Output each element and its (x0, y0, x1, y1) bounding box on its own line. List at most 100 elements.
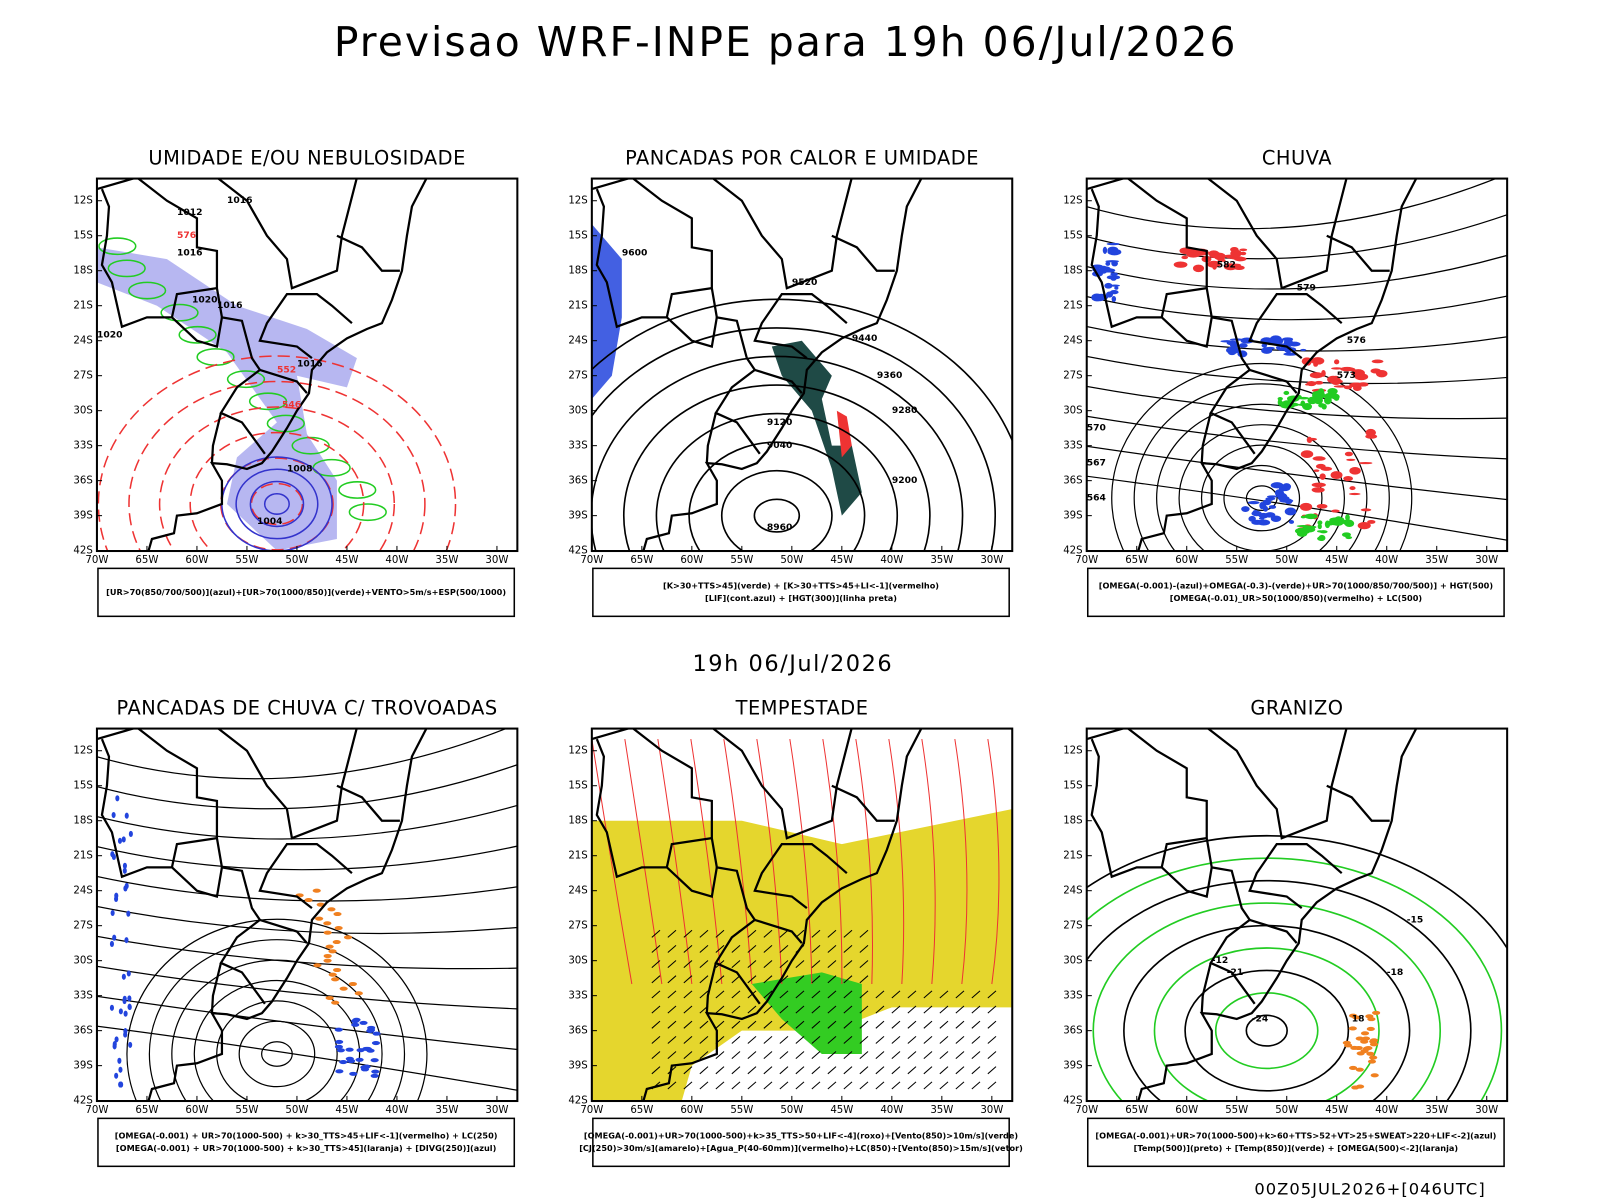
divergence-speckle (127, 995, 132, 1002)
wind-vector (683, 1081, 693, 1090)
wind-vector (859, 1035, 869, 1044)
thickness-contour (128, 380, 426, 552)
wind-vector (827, 1051, 837, 1060)
omega-orange (1355, 1067, 1364, 1072)
precip-speckle (1348, 367, 1356, 372)
precip-speckle (1109, 290, 1119, 295)
streamline (1086, 254, 1508, 290)
wind-vector (699, 929, 709, 938)
wind-vector (891, 1005, 901, 1014)
lat-label: 42S (1063, 1096, 1082, 1107)
contour-label: 1008 (287, 463, 313, 474)
lon-label: 70W (580, 555, 603, 566)
wind-vector (907, 1051, 917, 1060)
instability-orange (323, 958, 332, 963)
precip-speckle (1327, 375, 1340, 384)
streamline (1086, 475, 1508, 541)
precip-speckle (1348, 492, 1361, 496)
border (96, 728, 266, 1005)
border (753, 842, 848, 910)
omega-orange (1356, 1051, 1365, 1056)
wind-vector (971, 1005, 981, 1014)
coastline (1137, 178, 1418, 552)
lat-label: 15S (73, 231, 92, 242)
wind-vector (779, 960, 789, 969)
contour-label: 1004 (257, 516, 283, 527)
lon-label: 70W (85, 555, 108, 566)
precip-speckle (1334, 516, 1343, 523)
wind-vector (811, 990, 821, 999)
omega-orange (1364, 1046, 1373, 1051)
border (216, 178, 358, 290)
streamline (96, 995, 518, 1051)
wind-vector (811, 1066, 821, 1075)
contour-label: 18 (1352, 1013, 1365, 1024)
precip-speckle (1349, 467, 1361, 475)
divergence-speckle (336, 1048, 345, 1053)
wind-vector (715, 1051, 725, 1060)
wind-vector (731, 975, 741, 984)
lc-streamline (888, 738, 905, 985)
lc-streamline (1021, 739, 1031, 984)
pressure-contour (249, 480, 305, 528)
wind-vector (875, 1005, 885, 1014)
wind-vector (987, 1051, 997, 1060)
wind-vector (779, 975, 789, 984)
wind-vector (955, 1051, 965, 1060)
wind-vector (731, 1035, 741, 1044)
panel-title: CHUVA (1262, 147, 1332, 170)
thickness-contour (158, 406, 396, 552)
lat-label: 39S (73, 511, 92, 522)
wind-vector (827, 929, 837, 938)
wind-vector (843, 1005, 853, 1014)
contour-label: -15 (1407, 914, 1424, 925)
wind-vector (891, 1035, 901, 1044)
wind-vector (763, 960, 773, 969)
panel-title: UMIDADE E/OU NEBULOSIDADE (148, 147, 465, 170)
precip-speckle (1106, 242, 1120, 246)
lat-label: 12S (1063, 196, 1082, 207)
panel-title: PANCADAS POR CALOR E UMIDADE (625, 147, 979, 170)
streamline (96, 845, 518, 871)
wind-vector (971, 990, 981, 999)
wind-vector (843, 1066, 853, 1075)
wind-vector (683, 990, 693, 999)
divergence-speckle (124, 937, 129, 944)
lon-label: 45W (1325, 1105, 1348, 1116)
lat-label: 21S (73, 301, 92, 312)
wind-vector (923, 1020, 933, 1029)
precip-speckle (1319, 473, 1326, 480)
instability-orange (323, 953, 332, 959)
lon-label: 45W (335, 555, 358, 566)
precip-speckle (1114, 286, 1119, 290)
wind-vector (667, 1020, 677, 1029)
precip-speckle (1294, 527, 1309, 535)
lc-streamline (690, 738, 723, 985)
lat-label: 18S (568, 816, 587, 827)
precip-speckle (1238, 343, 1248, 348)
precip-speckle (1186, 252, 1201, 258)
map-area: 1016101210161020101610201016100810045765… (96, 178, 457, 552)
lon-label: 50W (1275, 555, 1298, 566)
wind-vector (667, 929, 677, 938)
precip-speckle (1307, 396, 1318, 405)
coastline (642, 728, 923, 1102)
streamline (1086, 325, 1508, 352)
contour-label: -12 (1212, 955, 1229, 966)
wind-vector (923, 1066, 933, 1075)
coastline (642, 178, 923, 552)
wind-vector (907, 1081, 917, 1090)
lon-label: 70W (1075, 555, 1098, 566)
wind-vector (731, 944, 741, 953)
wind-vector (891, 1066, 901, 1075)
wind-vector (715, 1020, 725, 1029)
wind-vector (811, 975, 821, 984)
border (258, 842, 353, 910)
wind-vector (747, 929, 757, 938)
lat-label: 18S (1063, 816, 1082, 827)
precip-speckle (1330, 471, 1343, 479)
lat-label: 33S (568, 441, 587, 452)
precip-speckle (1305, 383, 1311, 386)
omega-orange (1348, 1026, 1357, 1031)
